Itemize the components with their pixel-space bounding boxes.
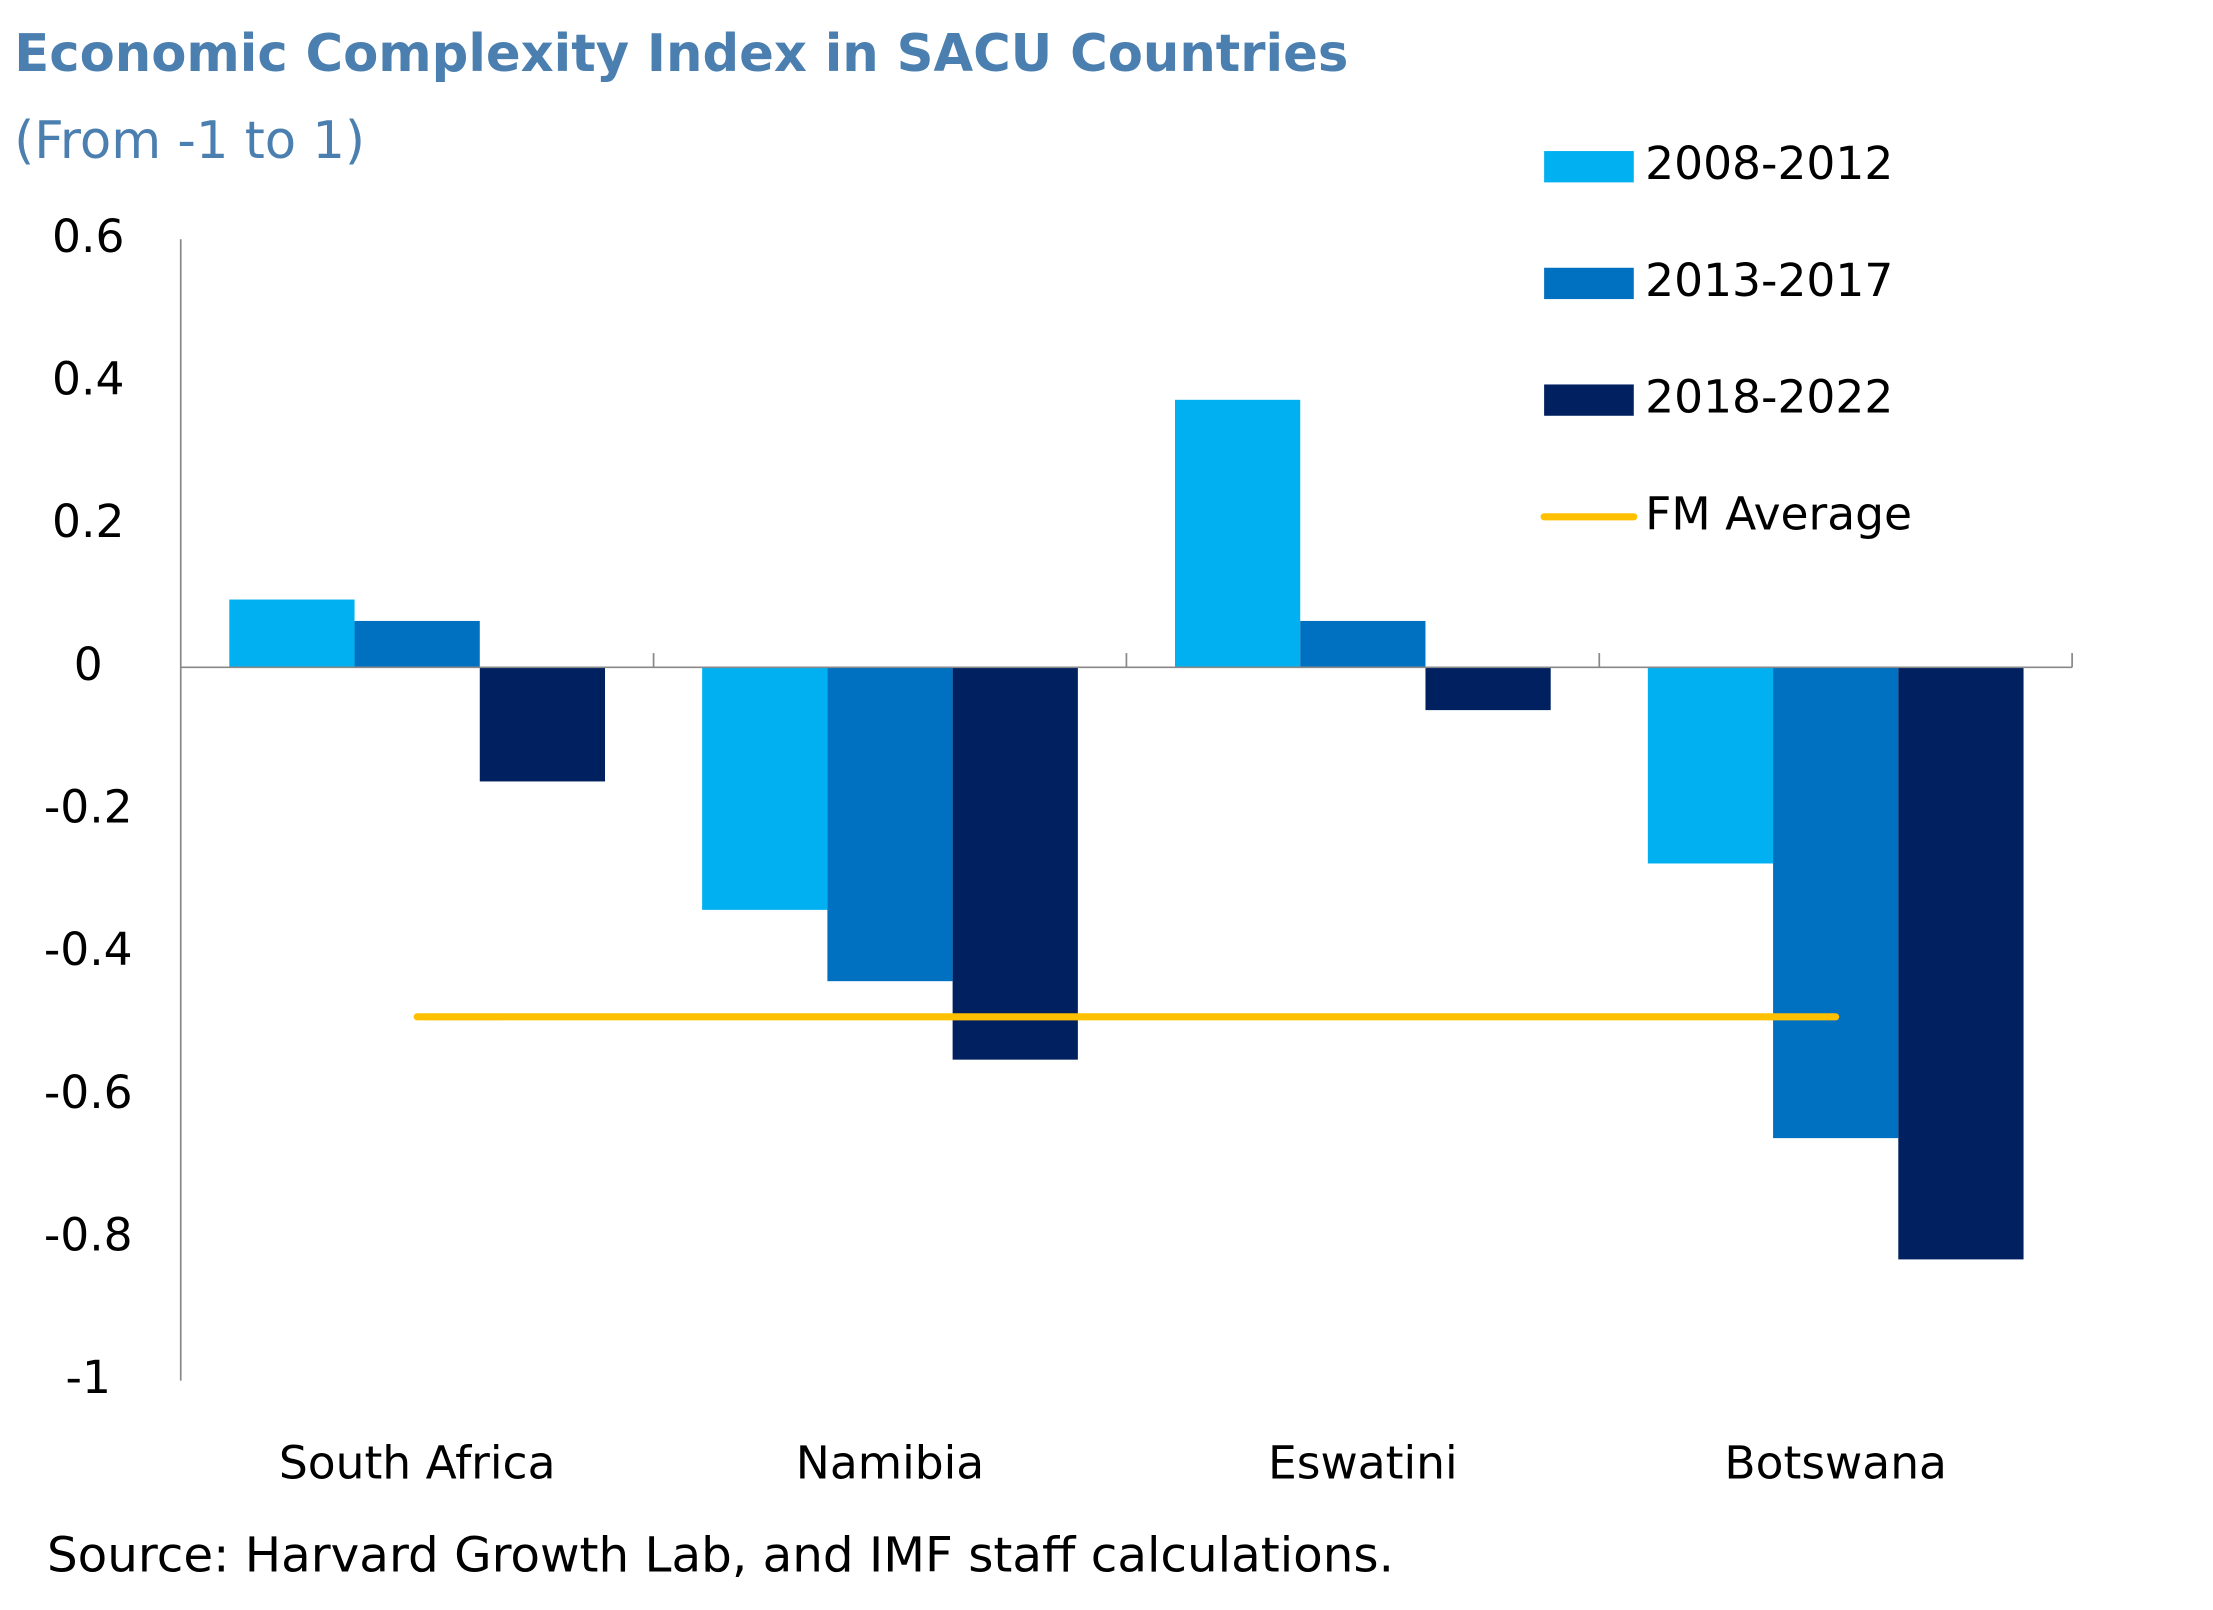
y-tick-label: -1: [66, 1351, 111, 1404]
legend-label: 2013-2017: [1645, 254, 1893, 307]
source-note: Source: Harvard Growth Lab, and IMF staf…: [47, 1528, 1394, 1584]
y-tick-label: 0.4: [52, 352, 124, 405]
bar: [702, 667, 828, 910]
bar: [1174, 399, 1301, 668]
bar: [1898, 667, 2024, 1260]
y-tick-label: -0.2: [44, 780, 133, 833]
y-tick-label: -0.6: [44, 1066, 133, 1119]
legend-label: FM Average: [1645, 487, 1912, 540]
bar: [827, 667, 953, 982]
y-tick-label: -0.8: [44, 1208, 133, 1261]
y-tick-label: 0.2: [52, 495, 124, 548]
bar: [1425, 667, 1551, 711]
legend-swatch: [1544, 267, 1634, 300]
legend-swatch: [1544, 384, 1634, 416]
x-tick-label: Namibia: [796, 1437, 984, 1490]
bar: [1300, 620, 1426, 668]
legend-swatch: [1544, 151, 1634, 183]
bar: [354, 620, 480, 668]
bar: [1647, 667, 1774, 864]
bar: [229, 599, 355, 668]
bar: [479, 667, 606, 782]
x-tick-label: South Africa: [279, 1437, 556, 1490]
y-tick-label: 0: [74, 638, 103, 691]
y-tick-label: 0.6: [52, 210, 124, 263]
bar: [1773, 667, 1899, 1139]
x-tick-label: Botswana: [1724, 1437, 1947, 1490]
legend-label: 2018-2022: [1645, 371, 1893, 424]
y-tick-label: -0.4: [44, 923, 133, 976]
x-tick-label: Eswatini: [1268, 1437, 1458, 1490]
legend-label: 2008-2012: [1645, 137, 1893, 190]
chart-title: Economic Complexity Index in SACU Countr…: [14, 24, 1348, 84]
bar: [952, 667, 1078, 1060]
chart-subtitle: (From -1 to 1): [14, 111, 365, 171]
